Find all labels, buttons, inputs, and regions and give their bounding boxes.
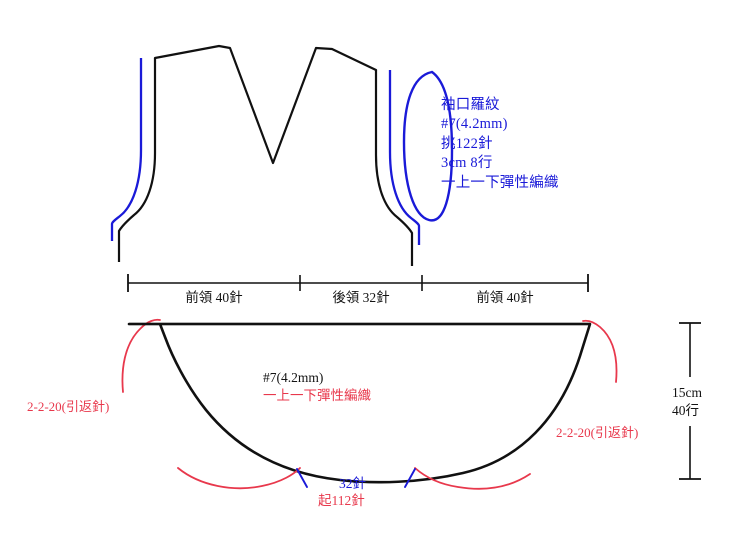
cast-on-label: 起112針 (318, 493, 365, 508)
armhole-edging-right-blue (388, 70, 421, 245)
vest-shoulder-neckline (153, 44, 378, 165)
neckband-outline (127, 322, 592, 484)
vest-body-outline (117, 58, 157, 262)
sleeve-opening-loop-blue (402, 70, 454, 222)
cast-on-curve-right-red (414, 467, 531, 490)
stitch-marker-right-blue (404, 468, 416, 488)
neckband-needle-note: #7(4.2mm) 一上一下彈性編織 (263, 369, 371, 405)
dimension-label-back-neck: 後領 32針 (332, 290, 390, 305)
sleeve-note-line-5: 一上一下彈性編織 (441, 174, 559, 191)
sleeve-note-line-1: 袖口羅紋 (441, 97, 500, 113)
sleeve-note-line-4: 3cm 8行 (441, 155, 493, 172)
sleeve-note-line-3: 挑122針 (441, 135, 493, 152)
bottom-stitch-count-label: 32針 (339, 476, 366, 491)
dimension-label-front-neck-left: 前領 40針 (185, 290, 243, 305)
sleeve-ribbing-note: 袖口羅紋 #7(4.2mm) 挑122針 3cm 8行 一上一下彈性編織 (441, 96, 559, 193)
height-dimension-label: 15cm 40行 (672, 384, 702, 419)
height-cm-label: 15cm (672, 385, 702, 400)
rib-pattern-label: 一上一下彈性編織 (263, 387, 371, 403)
cast-on-curve-left-red (177, 467, 301, 490)
short-row-leader-left-red (121, 318, 161, 393)
stitch-marker-left-blue (296, 468, 308, 488)
short-row-leader-right-red (582, 319, 618, 383)
sleeve-note-line-2: #7(4.2mm) (441, 116, 508, 133)
height-rows-label: 40行 (672, 402, 699, 418)
needle-size-label: #7(4.2mm) (263, 370, 324, 385)
armhole-edging-left-blue (110, 58, 143, 241)
short-row-label-left: 2-2-20(引返針) (27, 399, 110, 414)
short-row-label-right: 2-2-20(引返針) (556, 425, 639, 440)
vest-body-outline-right (374, 70, 414, 266)
dimension-label-front-neck-right: 前領 40針 (476, 290, 534, 305)
